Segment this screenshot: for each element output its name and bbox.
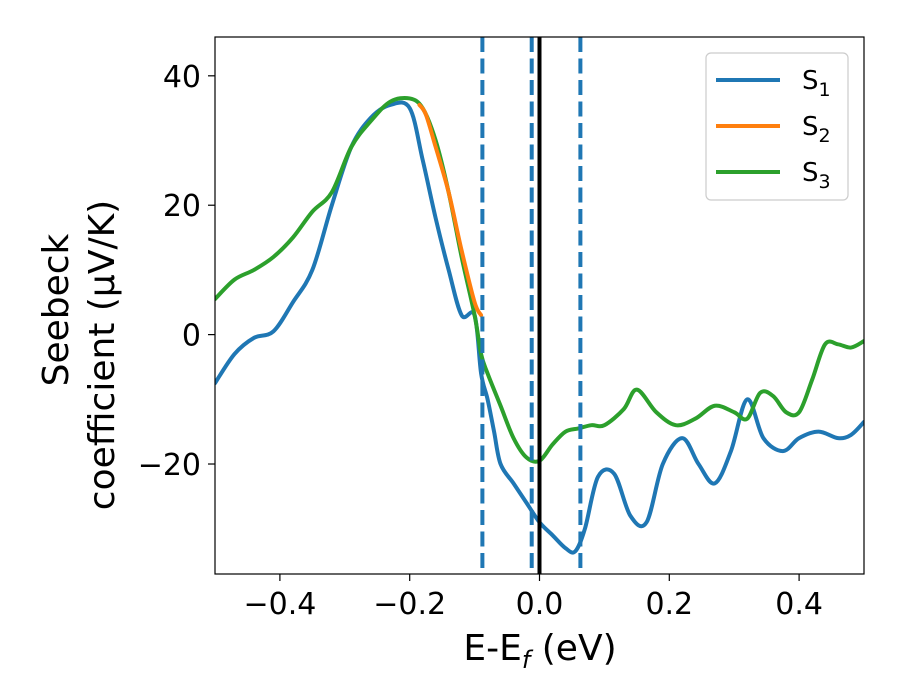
legend: S1 S2 S3 bbox=[705, 52, 849, 201]
y-tick-label: 20 bbox=[163, 189, 201, 224]
y-axis-label-line2: coefficient (μV/K) bbox=[82, 200, 123, 510]
legend-label-s3: S3 bbox=[802, 158, 831, 193]
y-tick-label: 40 bbox=[163, 60, 201, 95]
x-tick-label: −0.4 bbox=[243, 587, 316, 622]
legend-label-s2: S2 bbox=[802, 112, 831, 147]
x-tick-label: 0.0 bbox=[516, 587, 564, 622]
y-tick-label: 0 bbox=[182, 319, 201, 354]
x-axis-label-main: E-E bbox=[463, 628, 521, 669]
x-axis-label: E-Ef (eV) bbox=[463, 628, 616, 674]
y-tick-label: −20 bbox=[138, 448, 201, 483]
vertical-marker-lines bbox=[480, 37, 583, 574]
x-axis-label-unit: (eV) bbox=[530, 628, 616, 669]
y-axis-label-line1: Seebeck bbox=[36, 233, 77, 386]
x-tick-label: −0.2 bbox=[373, 587, 446, 622]
legend-label-s1: S1 bbox=[802, 66, 831, 101]
x-tick-label: 0.4 bbox=[775, 587, 823, 622]
series-line-s3 bbox=[215, 95, 864, 464]
x-axis: −0.4 −0.2 0.0 0.2 0.4 bbox=[243, 574, 823, 622]
series-line-s2 bbox=[417, 102, 484, 318]
x-tick-label: 0.2 bbox=[645, 587, 693, 622]
y-axis: −20 0 20 40 bbox=[138, 60, 215, 483]
